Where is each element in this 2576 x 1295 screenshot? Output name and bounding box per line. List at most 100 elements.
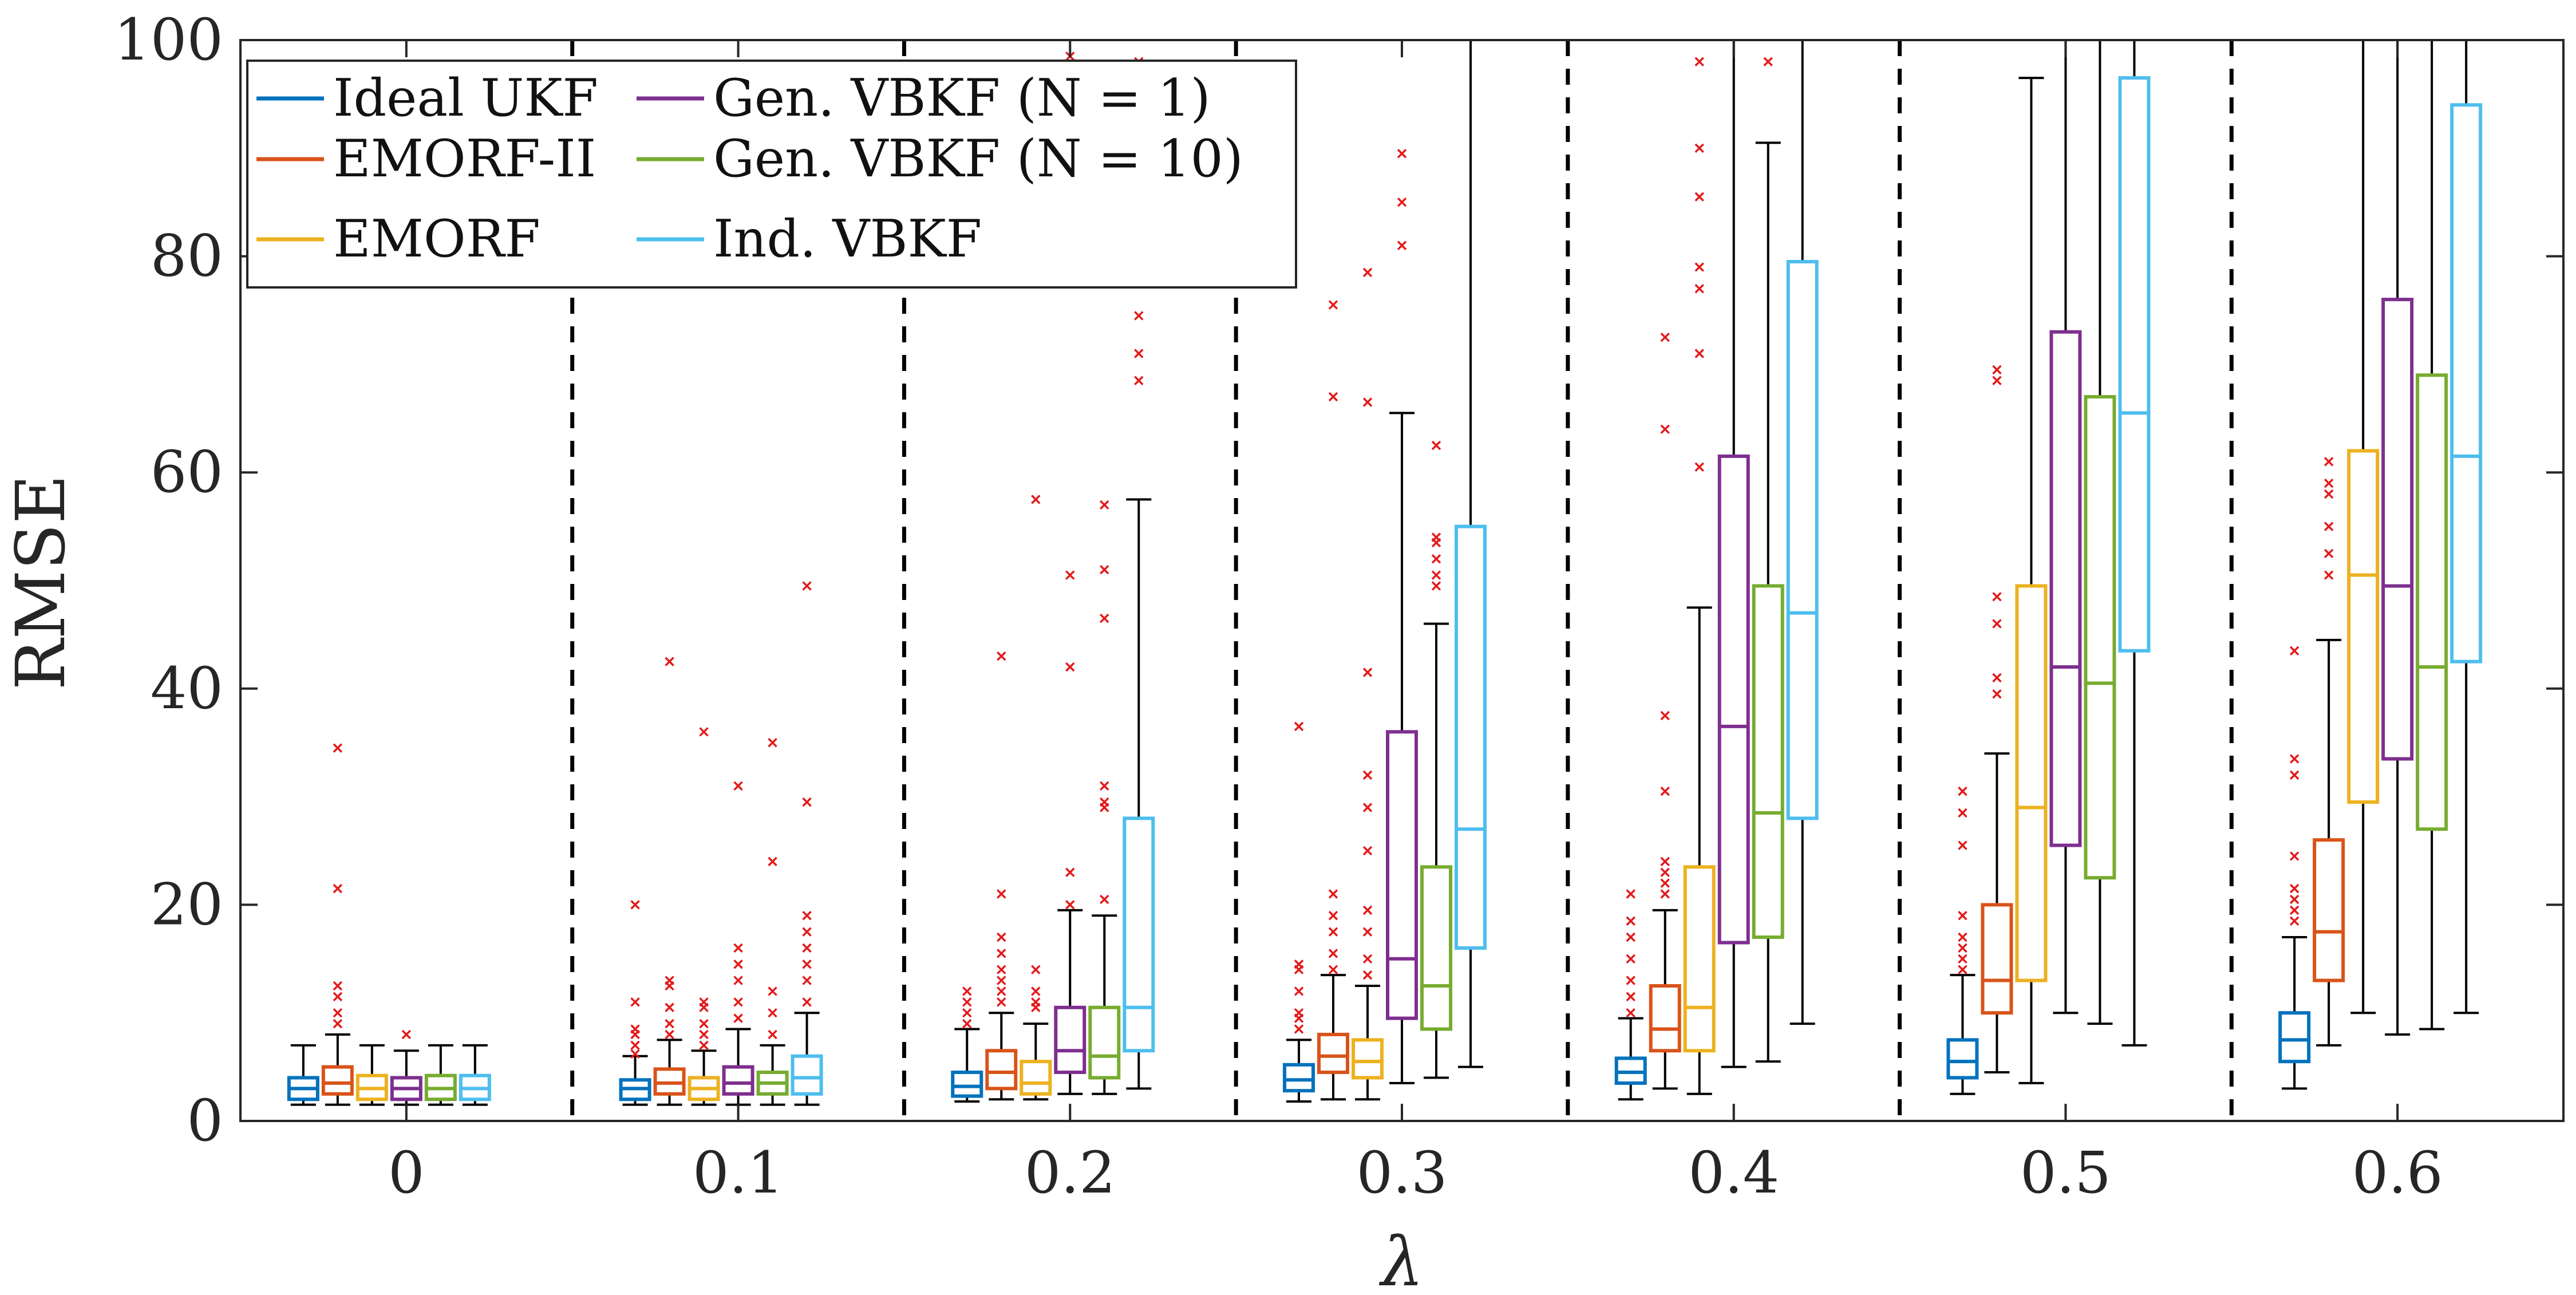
box-iqr — [1386, 730, 1418, 1020]
outlier-marker — [1992, 689, 2002, 699]
outlier-marker — [802, 960, 812, 969]
outlier-marker — [962, 986, 972, 996]
x-axis-ticks: 0 0.1 0.2 0.3 0.4 0.5 0.6 — [388, 40, 2443, 1206]
outlier-marker — [1626, 916, 1635, 926]
box-3-3 — [1386, 412, 1418, 1084]
outlier-marker — [2289, 905, 2300, 915]
y-tick-label: 40 — [151, 655, 223, 722]
outlier-marker — [665, 657, 674, 666]
outlier-marker — [1958, 808, 1967, 818]
outlier-marker — [2324, 489, 2334, 499]
outlier-marker — [1328, 911, 1338, 921]
box-4-5 — [2084, 40, 2116, 1025]
box-iqr — [1683, 865, 1716, 1053]
outlier-marker — [1660, 878, 1670, 888]
outlier-marker — [733, 997, 743, 1007]
outlier-marker — [1694, 143, 1704, 153]
outlier-marker — [1362, 668, 1373, 677]
box-2-3 — [1352, 985, 1384, 1101]
box-iqr — [1088, 1005, 1121, 1080]
outlier-markers — [333, 52, 2334, 1059]
x-tick-label: 0 — [388, 1139, 425, 1206]
outlier-marker — [1992, 619, 2002, 629]
outlier-marker — [1431, 532, 1441, 542]
box-iqr — [2084, 395, 2116, 880]
outlier-marker — [1626, 1008, 1635, 1018]
outlier-marker — [630, 1049, 640, 1059]
outlier-marker — [2289, 894, 2300, 905]
outlier-marker — [1031, 495, 1041, 504]
box-0-4 — [1614, 1017, 1647, 1101]
outlier-marker — [1431, 554, 1441, 564]
box-5-4 — [1786, 40, 1819, 1025]
outlier-marker — [630, 1040, 640, 1051]
box-1-1 — [653, 1039, 686, 1106]
outlier-marker — [333, 981, 343, 991]
outlier-marker — [699, 727, 709, 737]
box-iqr — [2015, 584, 2048, 982]
outlier-marker — [1660, 424, 1670, 434]
outlier-marker — [1134, 349, 1144, 358]
box-iqr — [2118, 76, 2151, 653]
outlier-marker — [1694, 192, 1704, 202]
outlier-marker — [1992, 673, 2002, 683]
outlier-marker — [1065, 867, 1075, 877]
outlier-marker — [1660, 889, 1670, 899]
outlier-marker — [997, 949, 1006, 958]
outlier-marker — [2324, 548, 2334, 559]
outlier-marker — [333, 743, 343, 753]
box-2-1 — [688, 1049, 720, 1106]
outlier-marker — [768, 737, 777, 748]
outlier-marker — [1065, 900, 1075, 910]
box-5-5 — [2118, 40, 2151, 1047]
outlier-marker — [1065, 570, 1075, 580]
outlier-marker — [1694, 349, 1704, 358]
legend-label: Ind. VBKF — [713, 209, 982, 269]
outlier-marker — [1660, 710, 1670, 721]
box-0-2 — [951, 1028, 983, 1103]
outlier-marker — [1660, 856, 1670, 867]
y-tick-label: 80 — [151, 223, 223, 290]
outlier-marker — [665, 1018, 674, 1029]
legend-label: Gen. VBKF (N = 10) — [713, 129, 1243, 189]
outlier-marker — [1626, 954, 1635, 964]
outlier-marker — [733, 960, 743, 969]
outlier-marker — [997, 932, 1006, 942]
box-4-4 — [1752, 141, 1784, 1063]
box-iqr — [2313, 838, 2345, 982]
outlier-marker — [1660, 332, 1670, 342]
box-1-0 — [321, 1033, 354, 1106]
box-4-3 — [1420, 622, 1452, 1079]
outlier-marker — [1328, 927, 1338, 937]
outlier-marker — [2324, 478, 2334, 488]
outlier-marker — [1294, 1008, 1304, 1018]
outlier-marker — [1397, 149, 1407, 159]
outlier-marker — [1626, 932, 1635, 942]
y-tick-label: 0 — [187, 1087, 223, 1154]
legend-label: EMORF — [333, 209, 540, 269]
outlier-marker — [997, 889, 1006, 899]
outlier-marker — [1031, 986, 1041, 996]
outlier-marker — [802, 581, 812, 591]
outlier-marker — [2324, 457, 2334, 467]
box-iqr — [1981, 903, 2013, 1015]
outlier-marker — [1294, 721, 1304, 732]
box-iqr — [1283, 1063, 1315, 1093]
outlier-marker — [1100, 613, 1109, 623]
outlier-marker — [1362, 267, 1373, 278]
box-0-1 — [619, 1055, 651, 1106]
box-1-3 — [1317, 974, 1349, 1101]
outlier-marker — [1397, 197, 1407, 207]
box-4-1 — [756, 1044, 789, 1106]
legend-label: Ideal UKF — [333, 68, 598, 128]
box-iqr — [985, 1049, 1018, 1091]
x-tick-label: 0.4 — [1688, 1139, 1779, 1206]
box-iqr — [1455, 524, 1487, 950]
box-1-6 — [2313, 638, 2345, 1047]
box-0-3 — [1283, 1039, 1315, 1103]
x-tick-label: 0.3 — [1356, 1139, 1447, 1206]
box-iqr — [1352, 1038, 1384, 1080]
box-iqr — [1123, 816, 1155, 1053]
outlier-marker — [1626, 976, 1635, 985]
